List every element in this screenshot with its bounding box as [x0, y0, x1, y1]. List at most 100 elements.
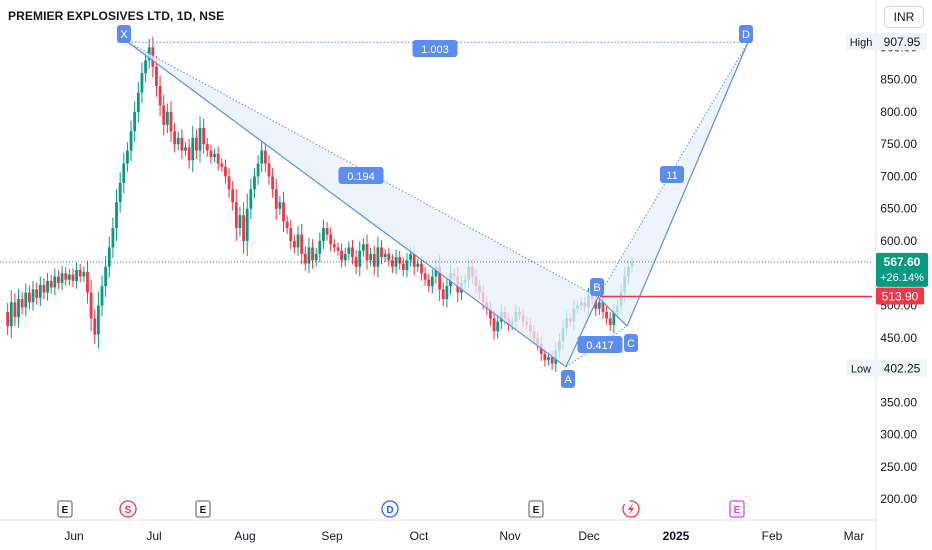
candle-body [271, 176, 275, 190]
high-value: 907.95 [884, 35, 921, 49]
pattern-leg [626, 41, 749, 327]
candle-body [336, 247, 340, 251]
pattern-point-b: B [590, 278, 604, 296]
candle-body [53, 276, 57, 288]
event-marker-text: E [734, 505, 741, 516]
low-label: Low [851, 364, 871, 376]
event-marker-e[interactable]: E [729, 500, 745, 518]
x-tick-label: Nov [499, 529, 520, 543]
candle-body [205, 144, 209, 151]
candle-body [234, 202, 238, 229]
high-value-bg [877, 33, 927, 51]
candle-body [489, 308, 492, 319]
candle-body [260, 150, 264, 164]
ratio-label-text: 0.417 [586, 340, 614, 352]
pattern-leg [127, 41, 567, 368]
candle-body [136, 92, 140, 112]
candle-body [35, 289, 39, 298]
y-tick-label: 450.00 [880, 331, 917, 345]
event-marker-shape [195, 500, 211, 518]
point-label-bg [624, 334, 638, 352]
candle-body [162, 105, 166, 125]
lightning-event-icon[interactable] [622, 500, 640, 518]
candle-body [133, 111, 137, 132]
candle-body [144, 60, 147, 74]
candle-body [86, 271, 89, 293]
high-label-bg [846, 33, 876, 51]
candle-body [543, 353, 547, 361]
candle-body [64, 273, 68, 280]
candle-body [176, 137, 180, 145]
candle-body [391, 260, 394, 267]
ratio-label: 11 [660, 166, 684, 183]
point-label-bg [117, 25, 131, 43]
candle-body [140, 73, 144, 93]
candle-body [122, 163, 126, 183]
candle-body [343, 253, 347, 261]
low-marker: Low 402.25 [846, 359, 927, 377]
candle-body [100, 286, 104, 306]
candle-body [441, 289, 445, 300]
candle-body [96, 305, 100, 335]
candle-body [107, 247, 111, 267]
candle-body [263, 150, 267, 164]
currency-selector[interactable]: INR [884, 6, 924, 28]
ratio-label-text: 11 [666, 170, 677, 182]
event-marker-e[interactable]: E [195, 500, 211, 518]
candle-body [28, 292, 31, 303]
candle-body [224, 166, 227, 177]
event-marker-shape [729, 500, 745, 518]
event-marker-e[interactable]: E [528, 500, 544, 518]
point-label-bg [739, 25, 753, 43]
ratio-label-bg [412, 40, 458, 57]
candle-body [307, 247, 311, 264]
candle-body [430, 276, 434, 287]
candle-body [49, 280, 53, 288]
candle-body [31, 289, 35, 303]
candle-body [245, 208, 249, 241]
point-label-text: X [120, 29, 128, 41]
candle-body [24, 292, 28, 308]
event-marker-text: E [533, 505, 540, 516]
pattern-leg [565, 296, 599, 368]
ratio-label-bg [338, 167, 384, 184]
event-marker-s[interactable]: S [119, 500, 137, 518]
candle-body [438, 266, 442, 290]
candle-body [78, 270, 82, 277]
candle-body [165, 111, 169, 125]
candle-body [285, 221, 289, 229]
candle-body [427, 279, 431, 287]
pattern-point-d: D [739, 25, 753, 43]
candle-body [405, 260, 409, 270]
event-marker-shape [119, 500, 137, 518]
candle-body [231, 189, 235, 203]
candle-body [89, 292, 93, 319]
candle-body [416, 263, 420, 267]
candle-body [420, 263, 423, 274]
candle-body [267, 163, 271, 177]
candle-body [13, 302, 17, 318]
point-label-bg [590, 278, 604, 296]
candle-body [209, 150, 213, 158]
candle-body [608, 318, 612, 325]
level-tag: 513.90 [876, 287, 924, 305]
pattern-point-c: C [624, 334, 638, 352]
lightning-glyph [628, 503, 634, 515]
last-price-value: 567.60 [884, 255, 921, 269]
y-tick-label: 300.00 [880, 428, 917, 442]
event-marker-d[interactable]: D [381, 500, 399, 518]
candle-body [303, 253, 307, 264]
x-tick-label: Jul [146, 529, 161, 543]
candle-body [347, 247, 351, 254]
level-tag-value: 513.90 [882, 290, 919, 304]
y-tick-label: 350.00 [880, 395, 917, 409]
x-tick-label: Oct [410, 529, 429, 543]
candle-body [372, 253, 376, 267]
y-tick-label: 250.00 [880, 460, 917, 474]
pattern-point-x: X [117, 25, 131, 43]
event-marker-e[interactable]: E [57, 500, 73, 518]
candle-body [249, 189, 253, 209]
level-tag-bg [876, 287, 924, 305]
last-price-bg [876, 252, 928, 287]
